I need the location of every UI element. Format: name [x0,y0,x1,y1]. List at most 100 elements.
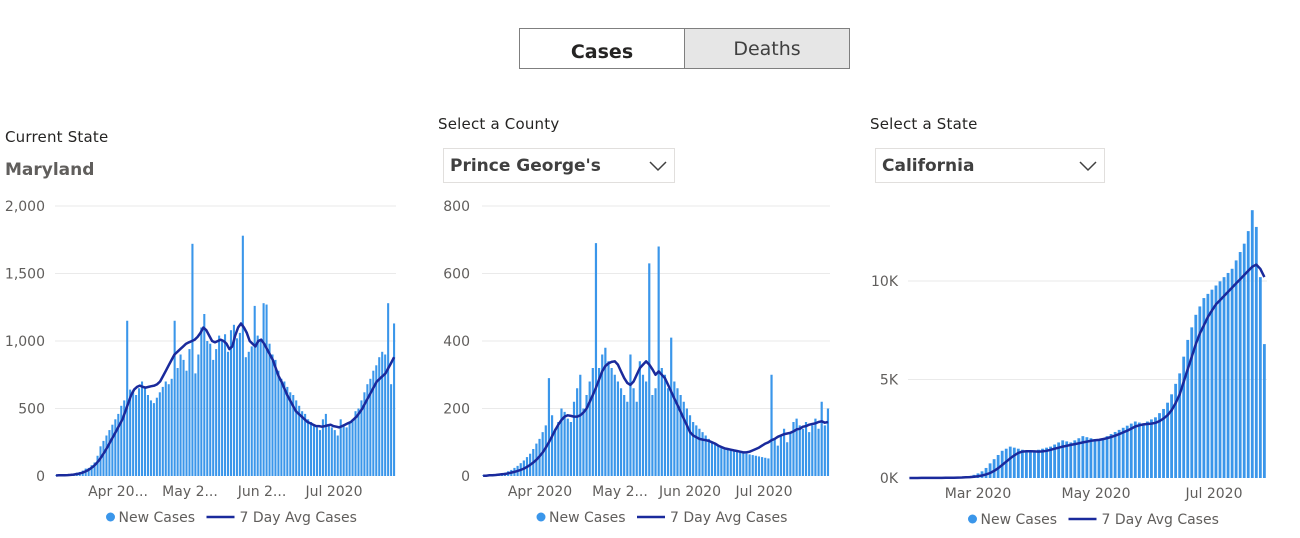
bar [143,388,147,476]
bar [307,419,310,476]
bar [786,442,789,476]
bar [632,388,635,476]
bar [265,304,268,476]
bar [988,463,992,478]
bar [1226,272,1230,478]
bar [381,351,384,476]
bar [569,422,572,476]
state-dropdown[interactable]: California [875,148,1105,183]
bar [992,459,996,478]
bar [1057,442,1061,478]
bar [701,432,704,476]
bar [623,395,626,476]
bar [666,388,670,476]
bar [1077,438,1081,478]
bar [200,327,203,476]
tab-cases[interactable]: Cases [520,29,684,68]
bar [1174,383,1178,478]
bar [336,435,339,476]
bar [1008,446,1012,478]
bar [1129,423,1133,478]
bar [679,395,682,476]
x-tick-label: Apr 2020 [508,484,572,500]
bar [1125,425,1129,478]
bar [289,392,292,476]
bar [629,354,632,476]
bar [259,341,262,476]
y-tick-label: 5K [880,373,899,389]
bar [764,457,767,476]
bar [111,424,114,476]
y-tick-label: 1,000 [5,334,45,350]
bar [735,451,739,476]
bar [330,427,333,476]
bar [271,354,274,476]
bar [817,428,820,476]
bar [123,400,126,476]
bar [96,455,99,476]
bar [1214,285,1218,478]
legend-dot-icon [106,512,115,522]
bar [1262,344,1266,478]
bar [268,343,271,476]
bar [1154,417,1157,478]
bar [648,263,651,476]
bar [820,401,823,476]
bar [1198,306,1202,478]
bar [221,341,224,476]
x-tick-label: Apr 20... [88,484,148,500]
bar [135,395,138,476]
bar [1069,442,1073,478]
x-tick-label: Jul 2020 [305,484,363,500]
bar [670,337,673,476]
bar [1246,231,1250,478]
selected-state-cases-chart: 0K 5K 10K Mar 2020 May 2020 Jul 2020 New Cases… [871,210,1267,528]
state-cases-chart: 0 500 1,000 1,500 2,000 Apr 20... May 2... Jun … [5,199,396,526]
bar [761,457,764,476]
bar [366,384,369,476]
bar [1020,449,1024,478]
bar [351,419,354,476]
y-tick-label: 600 [443,267,470,283]
bar [566,418,569,476]
bar [773,438,776,476]
bar [1222,277,1226,478]
bar [1141,423,1145,478]
bar [1105,436,1109,478]
bar [1150,419,1153,478]
bar [387,303,390,476]
bar [1113,431,1117,478]
bar [544,425,547,476]
county-dropdown[interactable]: Prince George's [443,148,675,183]
bar [209,343,212,476]
bar [588,381,591,476]
bar [657,246,660,476]
bar [253,305,256,476]
bar [321,419,324,476]
bar [164,381,167,476]
bar [698,428,701,476]
bar [132,392,135,476]
bar [714,443,717,476]
bar [1033,450,1036,478]
y-tick-label: 0 [461,469,470,485]
legend: New Cases 7 Day Avg Cases [968,512,1219,528]
bar [244,357,247,476]
legend-avg: 7 Day Avg Cases [240,510,357,526]
bar [1041,448,1044,478]
bar [310,422,313,476]
bar [232,324,235,476]
tab-deaths[interactable]: Deaths [684,29,849,68]
bar [1190,327,1194,478]
bar [360,400,363,476]
x-tick-label: Mar 2020 [945,486,1012,502]
bar [87,467,90,476]
bar [1061,440,1065,478]
bar [114,419,117,476]
legend-new-cases: New Cases [981,512,1058,528]
bar [372,370,375,476]
bar [754,455,757,476]
bar [1230,268,1234,478]
bar [93,462,96,476]
bar [707,438,710,476]
